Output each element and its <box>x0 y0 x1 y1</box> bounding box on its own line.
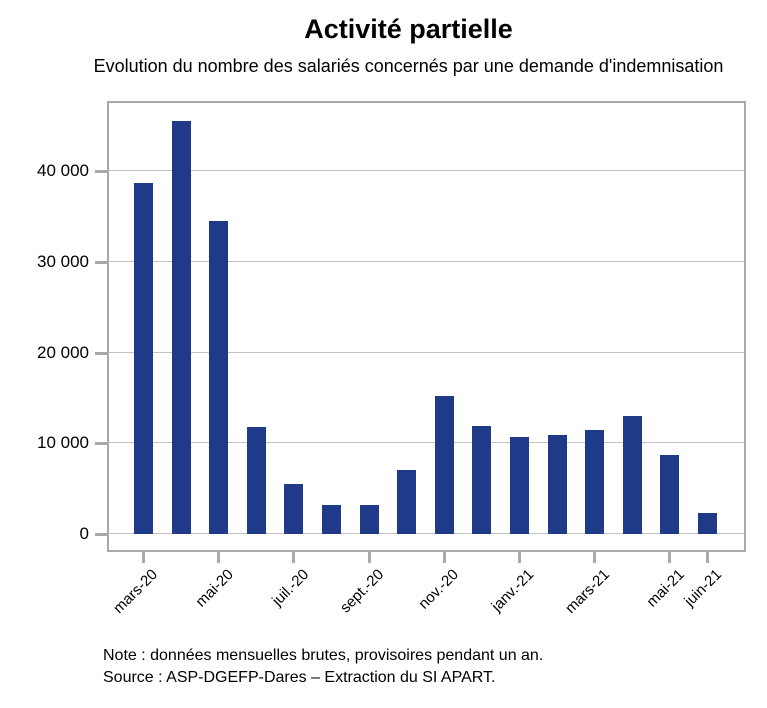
y-axis-tick-30000 <box>95 261 107 264</box>
note-text: Note : données mensuelles brutes, provis… <box>103 647 544 664</box>
bar-mai-20 <box>209 221 228 534</box>
chart-header: Activité partielle Evolution du nombre d… <box>0 0 767 77</box>
bar-juin-21 <box>698 513 717 534</box>
y-tick-label-30000: 30 000 <box>37 252 89 271</box>
x-tick-label-juil.-20: juil.-20 <box>268 566 313 610</box>
y-axis-tick-10000 <box>95 442 107 445</box>
gridline-40000 <box>109 170 744 171</box>
source-text: Source : ASP-DGEFP-Dares – Extraction du… <box>103 669 496 686</box>
y-axis-tick-20000 <box>95 352 107 355</box>
bar-mars-21 <box>585 430 604 534</box>
bar-avr.-20 <box>172 121 191 534</box>
chart-subtitle: Evolution du nombre des salariés concern… <box>93 55 724 76</box>
gridline-20000 <box>109 352 744 353</box>
bar-sept.-20 <box>360 505 379 534</box>
bar-mai-21 <box>660 455 679 534</box>
bar-juin-20 <box>247 427 266 534</box>
chart-footnotes: Note : données mensuelles brutes, provis… <box>103 645 543 689</box>
x-tick-label-nov.-20: nov.-20 <box>415 566 463 613</box>
x-axis-tick-nov.-20 <box>443 552 446 563</box>
x-axis-tick-juin-21 <box>706 552 709 563</box>
gridline-30000 <box>109 261 744 262</box>
x-tick-label-janv.-21: janv.-21 <box>488 566 538 615</box>
x-axis-tick-juil.-20 <box>292 552 295 563</box>
y-tick-label-20000: 20 000 <box>37 343 89 362</box>
x-axis-tick-mars-21 <box>593 552 596 563</box>
x-tick-label-mai-20: mai-20 <box>192 566 238 611</box>
gridline-0 <box>109 533 744 534</box>
x-axis-tick-mai-20 <box>217 552 220 563</box>
y-axis-tick-40000 <box>95 170 107 173</box>
y-axis-tick-0 <box>95 533 107 536</box>
x-axis-tick-sept.-20 <box>368 552 371 563</box>
bar-févr.-21 <box>548 435 567 534</box>
bar-mars-20 <box>134 183 153 534</box>
bar-août-20 <box>322 505 341 534</box>
bar-déc.-20 <box>472 426 491 534</box>
x-axis-tick-mai-21 <box>668 552 671 563</box>
bar-nov.-20 <box>435 396 454 534</box>
bar-janv.-21 <box>510 437 529 534</box>
y-tick-label-40000: 40 000 <box>37 161 89 180</box>
x-tick-label-sept.-20: sept.-20 <box>336 566 388 617</box>
x-axis-tick-mars-20 <box>142 552 145 563</box>
gridline-10000 <box>109 442 744 443</box>
bar-oct.-20 <box>397 470 416 534</box>
x-tick-label-mai-21: mai-21 <box>643 566 689 611</box>
y-tick-label-10000: 10 000 <box>37 433 89 452</box>
bar-avr.-21 <box>623 416 642 534</box>
x-axis-tick-janv.-21 <box>518 552 521 563</box>
plot-frame <box>107 101 746 552</box>
x-tick-label-juin-21: juin-21 <box>681 566 726 610</box>
chart-title: Activité partielle <box>304 14 513 44</box>
y-tick-label-0: 0 <box>79 524 89 543</box>
bar-juil.-20 <box>284 484 303 534</box>
x-tick-label-mars-21: mars-21 <box>562 566 614 617</box>
x-tick-label-mars-20: mars-20 <box>110 566 162 617</box>
